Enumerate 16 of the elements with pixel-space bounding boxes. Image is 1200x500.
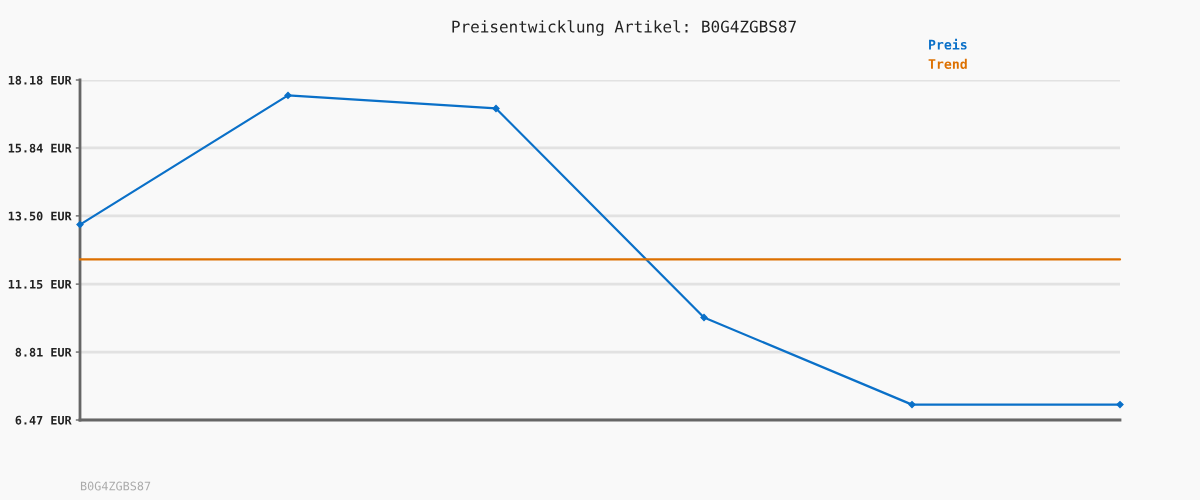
y-tick-label: 18.18 EUR bbox=[8, 75, 72, 85]
y-tick-label: 6.47 EUR bbox=[15, 415, 72, 425]
text: B0G4ZGBS87 bbox=[80, 481, 151, 491]
y-tick-label: 13.50 EUR bbox=[8, 211, 72, 221]
text: Preis bbox=[929, 38, 967, 50]
point bbox=[492, 104, 500, 113]
y-tick-label: 15.84 EUR bbox=[8, 143, 72, 153]
point bbox=[76, 220, 84, 229]
text: Trend bbox=[928, 58, 967, 69]
y-tick-label: 11.15 EUR bbox=[8, 279, 72, 289]
y-tick-label: 8.81 EUR bbox=[15, 347, 72, 357]
point bbox=[908, 400, 916, 409]
point bbox=[284, 91, 292, 100]
point bbox=[1116, 400, 1124, 409]
point bbox=[700, 313, 708, 322]
chart-title: Preisentwicklung Artikel: B0G4ZGBS87 bbox=[452, 20, 796, 36]
